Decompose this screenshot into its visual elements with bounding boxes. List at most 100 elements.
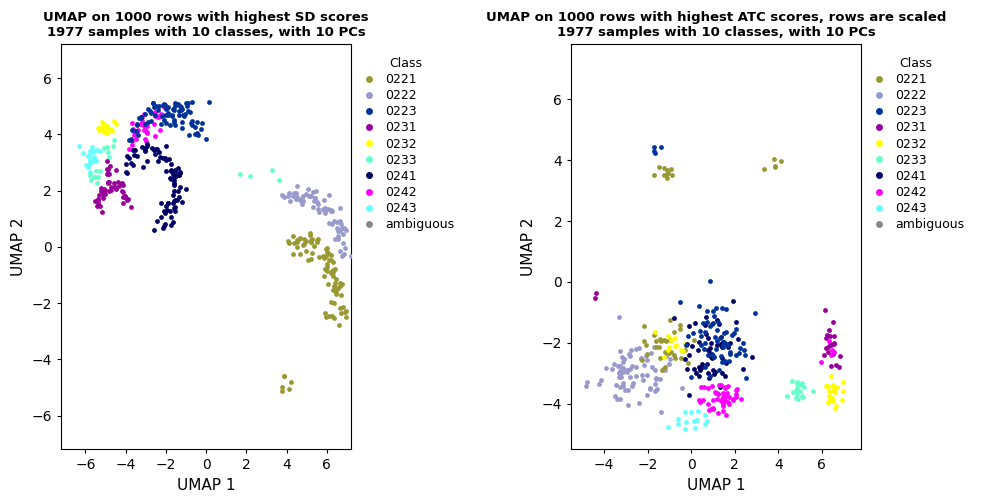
Point xyxy=(831,362,847,370)
Point xyxy=(143,109,159,117)
Point xyxy=(95,194,111,202)
Point xyxy=(335,230,351,238)
Point xyxy=(183,119,200,127)
Point xyxy=(660,349,676,357)
Point xyxy=(646,343,662,351)
Point xyxy=(705,404,721,412)
Point xyxy=(173,103,190,111)
Point xyxy=(827,389,843,397)
Point xyxy=(692,384,709,392)
Point xyxy=(171,107,187,115)
Point xyxy=(317,209,333,217)
Point xyxy=(293,196,309,204)
Point xyxy=(145,103,161,111)
Point xyxy=(317,266,333,274)
Point xyxy=(327,217,343,225)
Point xyxy=(121,137,137,145)
Point xyxy=(671,321,687,329)
Point xyxy=(690,302,707,310)
Point xyxy=(307,187,324,196)
Point xyxy=(722,339,738,347)
Point xyxy=(710,408,726,416)
Point xyxy=(333,220,349,228)
Point xyxy=(692,398,709,406)
Point xyxy=(661,343,677,351)
Point xyxy=(694,341,710,349)
Point xyxy=(331,232,347,240)
Point xyxy=(700,351,716,359)
Point xyxy=(579,378,595,386)
Point xyxy=(164,105,180,113)
Point xyxy=(155,154,171,162)
Point xyxy=(330,284,346,292)
Point xyxy=(337,308,353,316)
Point xyxy=(338,244,354,252)
Point xyxy=(157,209,173,217)
Point xyxy=(681,322,698,330)
Point xyxy=(702,349,718,357)
Point xyxy=(744,353,760,361)
Point xyxy=(804,387,821,395)
Point xyxy=(130,126,146,134)
Point xyxy=(643,349,659,357)
Point xyxy=(83,147,99,155)
Point xyxy=(680,351,697,359)
Point xyxy=(789,379,805,387)
Point xyxy=(167,102,183,110)
Point xyxy=(165,117,181,125)
Point xyxy=(101,178,117,186)
Point xyxy=(332,217,348,225)
Point xyxy=(115,193,131,201)
Point xyxy=(728,386,744,394)
Point xyxy=(826,340,842,348)
Point xyxy=(686,365,703,373)
Point xyxy=(154,111,170,119)
Point xyxy=(611,369,627,377)
Point xyxy=(316,272,332,280)
Point xyxy=(788,394,804,402)
Point xyxy=(716,338,732,346)
Point xyxy=(102,153,118,161)
Point xyxy=(604,365,620,373)
Point xyxy=(644,363,660,371)
Point xyxy=(174,124,191,132)
Point xyxy=(297,246,313,255)
Point xyxy=(138,137,154,145)
Point xyxy=(639,350,655,358)
Point xyxy=(699,307,715,316)
Point xyxy=(139,157,155,165)
Point xyxy=(655,164,671,172)
Point xyxy=(172,102,188,110)
Point xyxy=(151,126,167,134)
Point xyxy=(147,132,163,140)
Point xyxy=(332,304,348,312)
Point xyxy=(823,351,839,359)
Point xyxy=(309,205,326,213)
Point xyxy=(680,391,697,399)
Point xyxy=(332,247,348,255)
Point xyxy=(163,166,179,174)
Point xyxy=(727,329,743,337)
Point xyxy=(691,372,708,381)
Point xyxy=(330,218,346,226)
Point xyxy=(157,154,173,162)
Point xyxy=(335,239,351,247)
Point xyxy=(86,154,102,162)
Point xyxy=(672,298,688,306)
Point xyxy=(294,192,310,200)
Point xyxy=(329,224,345,232)
Point xyxy=(146,120,162,128)
Point xyxy=(707,368,723,376)
Point xyxy=(721,400,737,408)
Point xyxy=(718,305,734,313)
Point xyxy=(659,166,675,174)
Point xyxy=(326,272,342,280)
Point xyxy=(711,390,727,398)
Point xyxy=(306,197,323,205)
Point xyxy=(119,152,135,160)
Point xyxy=(90,196,106,204)
Point xyxy=(789,386,805,394)
Point xyxy=(658,337,674,345)
Point xyxy=(674,347,690,355)
Point xyxy=(610,362,626,370)
